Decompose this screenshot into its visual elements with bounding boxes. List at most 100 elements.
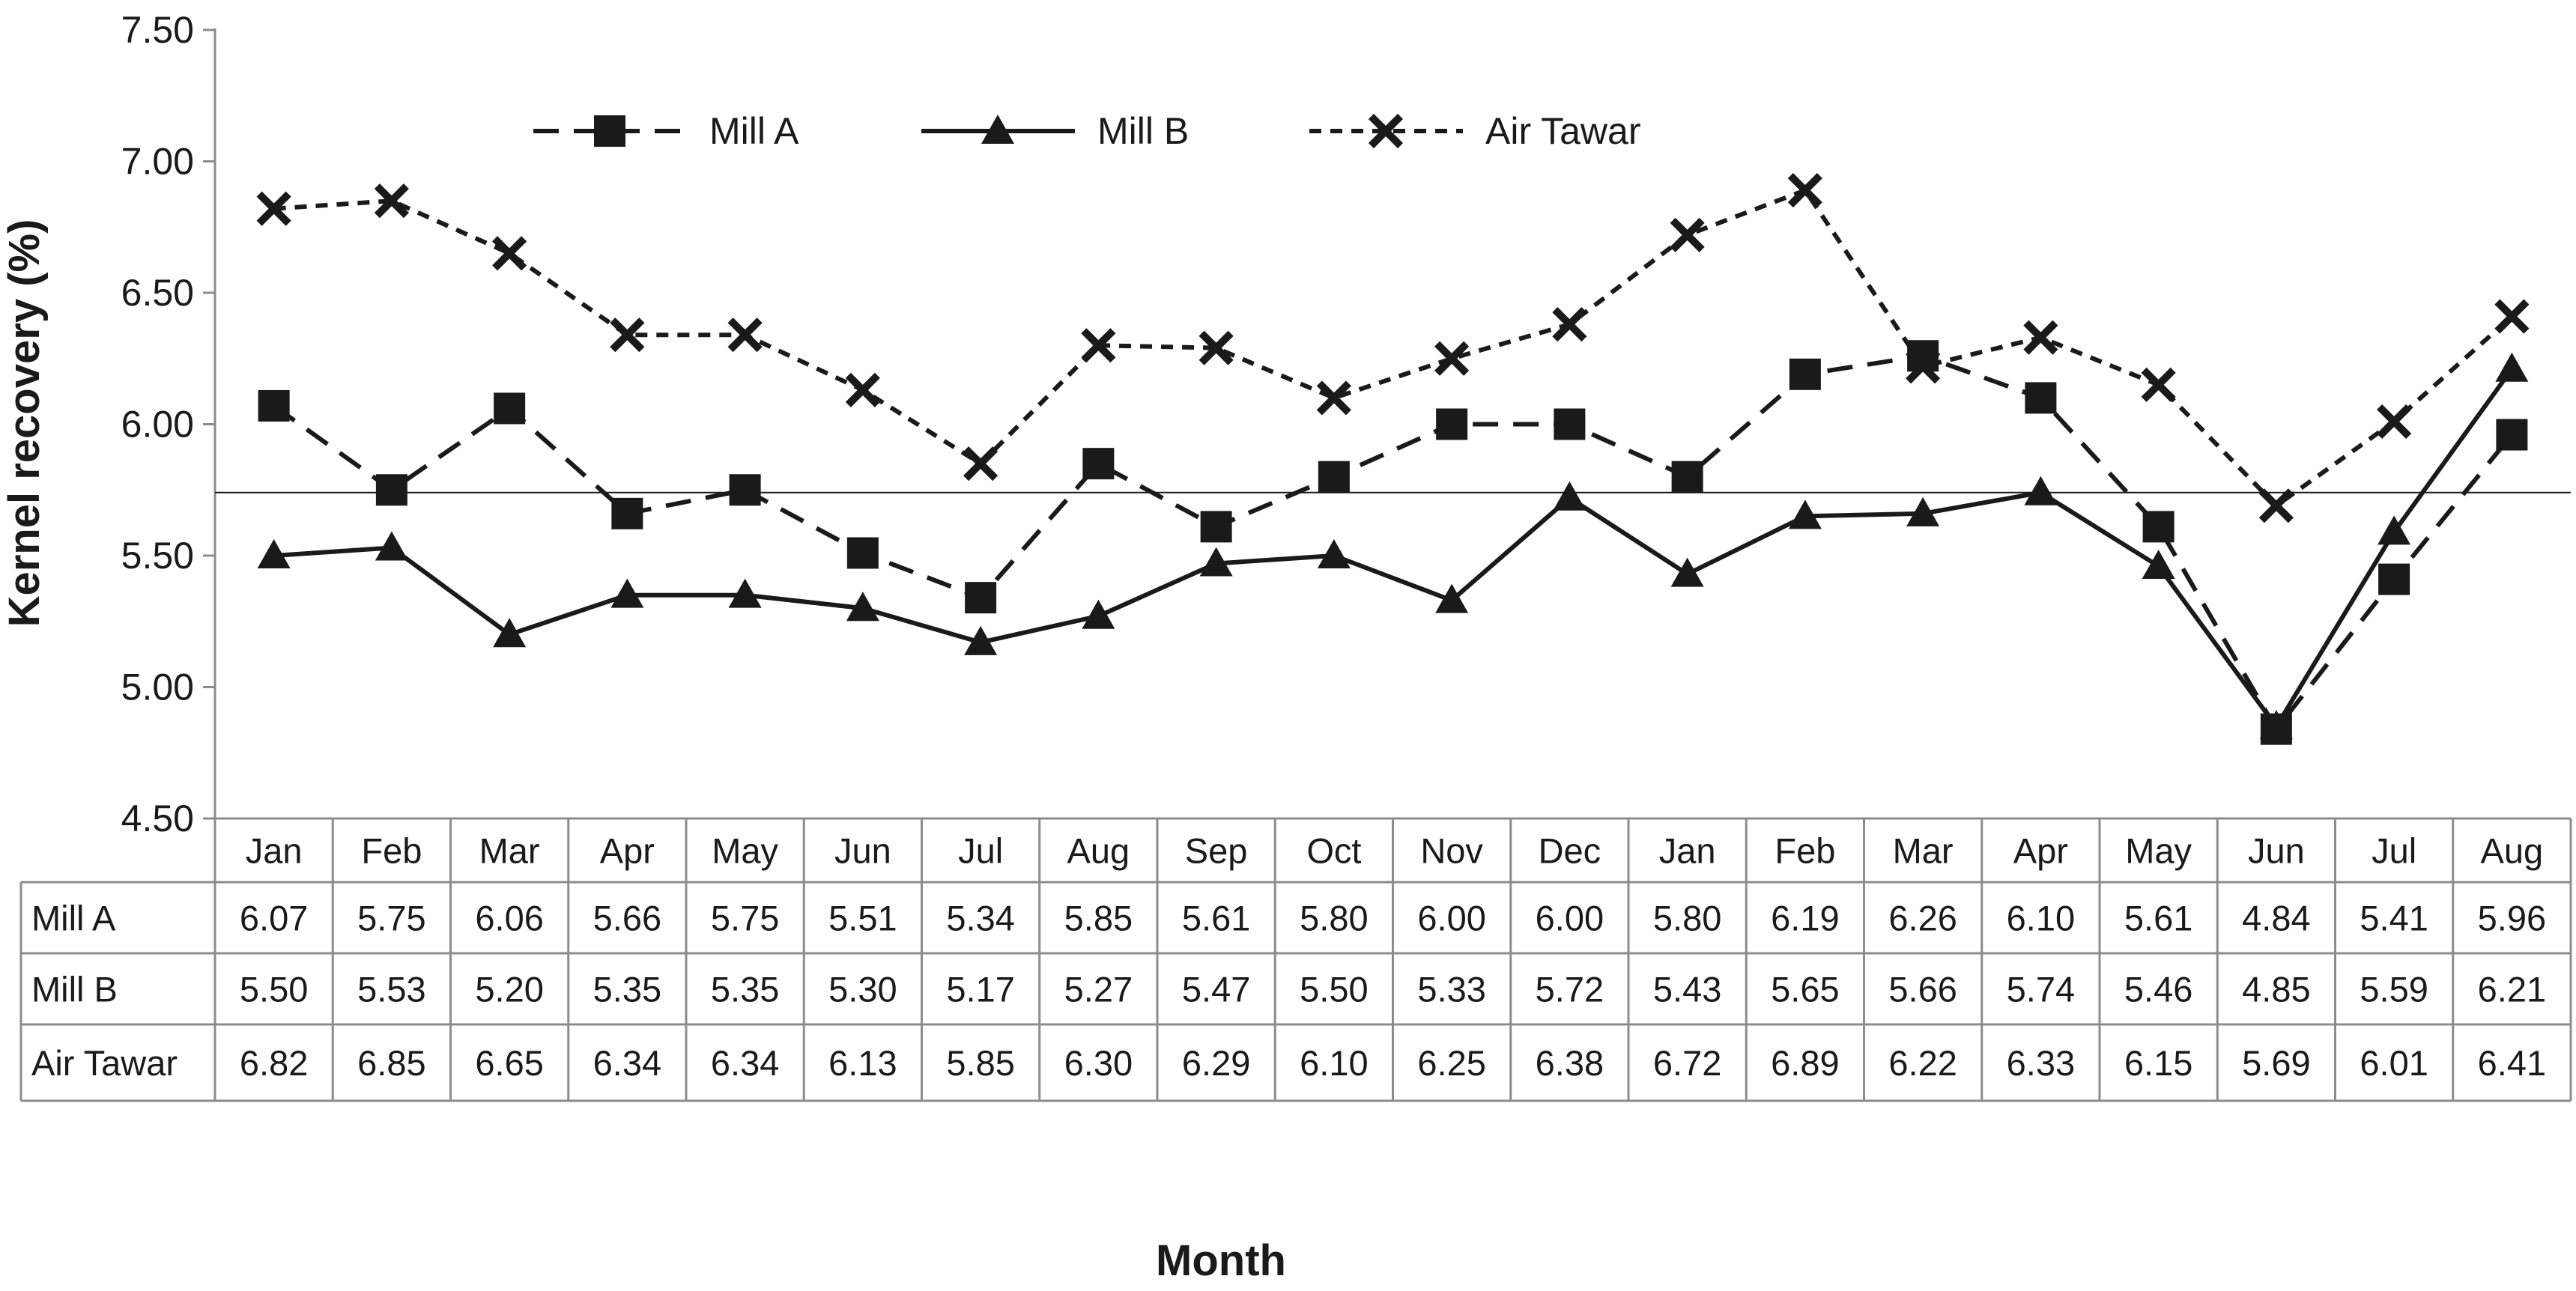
data-point-air-tawar (727, 318, 763, 353)
table-cell-value: 6.41 (2478, 1043, 2546, 1083)
x-tick-label: Dec (1539, 831, 1601, 871)
x-tick-label: Aug (2481, 831, 2544, 871)
legend-label-mill-a: Mill A (709, 110, 799, 152)
y-tick-label: 4.50 (121, 798, 194, 839)
y-axis: 4.50 5.00 5.50 6.00 6.50 7.00 7.50 (121, 9, 216, 839)
table-cell-value: 6.29 (1182, 1043, 1250, 1083)
legend-marker-mill-b (981, 115, 1014, 144)
table-cell-value: 6.30 (1064, 1043, 1133, 1083)
y-tick-label: 6.00 (121, 404, 194, 446)
data-point-mill-b (1199, 547, 1233, 577)
data-point-mill-b (375, 531, 408, 561)
data-point-air-tawar (1198, 330, 1234, 365)
table-cell-value: 6.33 (2007, 1043, 2075, 1083)
table-cell-value: 5.61 (1182, 899, 1250, 938)
table-cell-value: 5.65 (1771, 970, 1839, 1009)
legend-label-air-tawar: Air Tawar (1485, 110, 1640, 152)
data-point-mill-b (1553, 481, 1586, 511)
x-axis-title: Month (1156, 1236, 1286, 1285)
data-point-mill-b (1906, 496, 1940, 526)
table-cell-value: 6.00 (1417, 899, 1485, 938)
data-point-air-tawar (374, 183, 409, 219)
data-point-mill-a (2025, 382, 2057, 414)
data-point-mill-a (2142, 511, 2175, 543)
x-tick-label: Jul (958, 831, 1003, 871)
data-point-air-tawar (2258, 488, 2294, 523)
x-tick-label: Apr (600, 831, 655, 871)
table-cell-value: 5.61 (2124, 899, 2192, 938)
data-point-mill-b (964, 625, 998, 655)
table-cell-value: 5.27 (1064, 970, 1133, 1009)
table-cell-value: 6.07 (240, 899, 308, 938)
data-point-mill-b (2378, 515, 2411, 545)
table-cell-value: 5.96 (2478, 899, 2546, 938)
table-cell-value: 5.50 (240, 970, 308, 1009)
table-cell-value: 5.59 (2360, 970, 2428, 1009)
data-point-mill-b (610, 578, 644, 608)
data-point-mill-a (846, 537, 879, 569)
table-series-name: Mill B (31, 970, 118, 1009)
data-point-mill-b (728, 578, 762, 608)
table-series-name: Air Tawar (31, 1043, 178, 1083)
table-cell-value: 5.72 (1536, 970, 1604, 1009)
data-point-mill-b (2259, 710, 2293, 740)
data-point-air-tawar (1081, 328, 1116, 363)
data-point-mill-b (257, 539, 291, 568)
x-tick-label: Feb (1775, 831, 1835, 871)
table-cell-value: 5.66 (593, 899, 661, 938)
data-point-mill-b (2142, 550, 2175, 580)
table-cell-value: 5.53 (357, 970, 425, 1009)
data-point-air-tawar (256, 191, 291, 226)
data-point-mill-b (1788, 499, 1822, 529)
x-tick-label: Jan (246, 831, 303, 871)
table-cell-value: 6.15 (2124, 1043, 2192, 1083)
table-cell-value: 4.85 (2242, 970, 2310, 1009)
x-tick-label: Jun (834, 831, 891, 871)
table-cell-value: 5.51 (828, 899, 897, 938)
table-cell-value: 5.20 (475, 970, 543, 1009)
table-cell-value: 5.33 (1417, 970, 1485, 1009)
y-tick-label: 7.00 (121, 141, 194, 183)
data-point-mill-a (1200, 511, 1232, 543)
table-cell-value: 5.66 (1888, 970, 1957, 1009)
table-cell-value: 5.17 (946, 970, 1014, 1009)
data-point-mill-b (2024, 476, 2058, 505)
x-tick-label: Jul (2372, 831, 2416, 871)
data-point-mill-a (1318, 461, 1350, 493)
table-cell-value: 5.85 (946, 1043, 1014, 1083)
table-cell-value: 5.69 (2242, 1043, 2310, 1083)
data-point-mill-a (729, 474, 761, 506)
data-point-mill-a (2496, 419, 2528, 451)
data-point-mill-a (494, 392, 526, 425)
table-cell-value: 5.47 (1182, 970, 1250, 1009)
table-cell-value: 6.65 (475, 1043, 543, 1083)
table-cell-value: 5.41 (2360, 899, 2428, 938)
table-cell-value: 5.80 (1653, 899, 1721, 938)
table-cell-value: 6.01 (2360, 1043, 2428, 1083)
table-cell-value: 5.50 (1300, 970, 1368, 1009)
data-point-air-tawar (2494, 299, 2530, 334)
x-tick-label: May (2125, 831, 2192, 871)
data-point-air-tawar (2023, 320, 2058, 355)
x-tick-label: Nov (1420, 831, 1483, 871)
table-cell-value: 5.43 (1653, 970, 1721, 1009)
x-tick-label: May (712, 831, 778, 871)
y-tick-label: 5.00 (121, 666, 194, 708)
table-cell-value: 5.80 (1300, 899, 1368, 938)
data-point-mill-a (1082, 448, 1115, 480)
table-cell-value: 6.89 (1771, 1043, 1839, 1083)
legend-marker-mill-a (594, 115, 625, 147)
series-line-air-tawar (273, 188, 2514, 508)
data-point-mill-a (1789, 358, 1821, 390)
series-line-mill-b (273, 368, 2514, 729)
y-tick-label: 5.50 (121, 535, 194, 577)
table-series-name: Mill A (31, 899, 116, 938)
table-cell-value: 5.35 (711, 970, 779, 1009)
table-cell-value: 5.30 (828, 970, 897, 1009)
data-point-mill-a (258, 389, 290, 422)
data-point-air-tawar (1906, 349, 1941, 384)
table-cell-value: 6.26 (1888, 899, 1957, 938)
data-point-mill-a (611, 497, 643, 529)
data-point-mill-b (1670, 557, 1704, 587)
